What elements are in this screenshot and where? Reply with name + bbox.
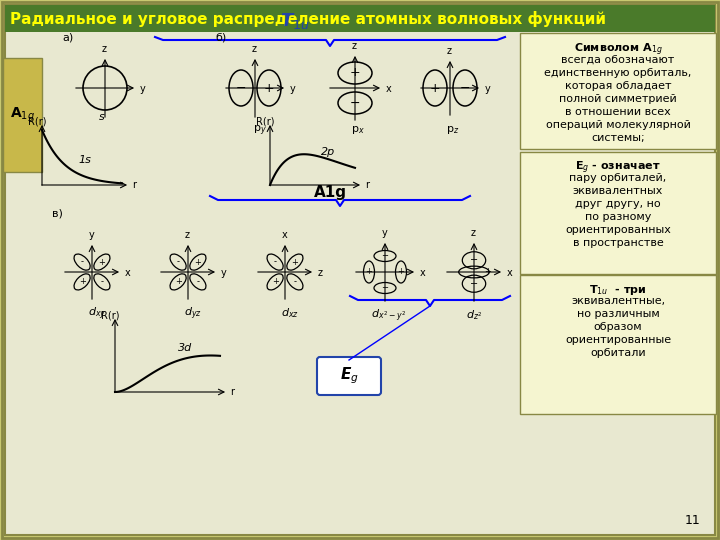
- Text: z: z: [447, 46, 452, 56]
- FancyBboxPatch shape: [317, 357, 381, 395]
- Text: Т$_{1u}$  - три: Т$_{1u}$ - три: [589, 283, 647, 297]
- Text: Радиальное и угловое распределение атомных волновых функций: Радиальное и угловое распределение атомн…: [10, 11, 606, 27]
- Text: −: −: [460, 82, 470, 94]
- Text: +: +: [350, 66, 360, 79]
- Text: -: -: [81, 258, 84, 267]
- Text: y: y: [290, 84, 296, 94]
- Text: 11: 11: [684, 514, 700, 527]
- FancyBboxPatch shape: [520, 152, 716, 274]
- Text: +: +: [292, 258, 298, 267]
- Text: в): в): [52, 209, 63, 219]
- Text: -: -: [100, 278, 104, 286]
- Text: y: y: [485, 84, 491, 94]
- Text: которая обладает: которая обладает: [564, 81, 671, 91]
- Text: ориентированные: ориентированные: [565, 335, 671, 345]
- Text: эквивалентные,: эквивалентные,: [571, 296, 665, 306]
- Text: орбитали: орбитали: [590, 348, 646, 358]
- Text: +: +: [175, 278, 181, 286]
- Text: z: z: [102, 44, 107, 54]
- Text: системы;: системы;: [591, 133, 645, 143]
- Text: эквивалентных: эквивалентных: [573, 186, 663, 196]
- Text: $d_{xz}$: $d_{xz}$: [281, 306, 299, 320]
- Text: r: r: [230, 387, 234, 397]
- Text: -: -: [176, 258, 179, 267]
- Text: единственную орбиталь,: единственную орбиталь,: [544, 68, 692, 78]
- Text: 2p: 2p: [321, 147, 336, 157]
- Text: 3d: 3d: [178, 343, 192, 353]
- Text: Е$_g$ - означает: Е$_g$ - означает: [575, 160, 661, 177]
- Text: +: +: [99, 258, 105, 267]
- Text: x: x: [420, 268, 426, 278]
- Text: б): б): [215, 33, 226, 43]
- Text: пару орбиталей,: пару орбиталей,: [570, 173, 667, 183]
- Text: −: −: [235, 82, 246, 94]
- Text: всегда обозначают: всегда обозначают: [562, 55, 675, 65]
- Text: x: x: [386, 84, 392, 94]
- Text: A$_{1g}$: A$_{1g}$: [9, 106, 35, 124]
- Text: z: z: [352, 41, 357, 51]
- Text: но различным: но различным: [577, 309, 660, 319]
- Text: y: y: [382, 228, 388, 238]
- Text: +: +: [78, 278, 86, 286]
- Text: T$_{1u}$: T$_{1u}$: [280, 11, 310, 31]
- Text: ориентированных: ориентированных: [565, 225, 671, 235]
- Text: r: r: [365, 180, 369, 190]
- Text: образом: образом: [594, 322, 642, 332]
- Text: R(r): R(r): [101, 311, 120, 321]
- Text: x: x: [125, 268, 131, 278]
- Text: $d_{yz}$: $d_{yz}$: [184, 306, 202, 322]
- Text: y: y: [221, 268, 227, 278]
- FancyBboxPatch shape: [520, 33, 716, 149]
- Text: −: −: [470, 255, 478, 265]
- Text: -: -: [293, 278, 297, 286]
- Text: а): а): [62, 33, 73, 43]
- Text: z: z: [318, 268, 323, 278]
- Text: операций молекулярной: операций молекулярной: [546, 120, 690, 130]
- Text: +: +: [430, 82, 441, 94]
- Text: $d_{x^2-y^2}$: $d_{x^2-y^2}$: [371, 307, 406, 324]
- Text: -: -: [274, 258, 276, 267]
- Text: s: s: [99, 112, 105, 122]
- Text: +: +: [366, 267, 372, 276]
- Text: в отношении всех: в отношении всех: [565, 107, 671, 117]
- Text: x: x: [282, 230, 288, 240]
- Text: p$_z$: p$_z$: [446, 124, 459, 136]
- Text: по разному: по разному: [585, 212, 651, 222]
- Text: +: +: [484, 267, 491, 276]
- Text: в пространстве: в пространстве: [572, 238, 663, 248]
- Text: -: -: [197, 278, 199, 286]
- Text: −: −: [382, 252, 389, 260]
- Text: y: y: [89, 230, 95, 240]
- Text: y: y: [140, 84, 145, 94]
- Text: R(r): R(r): [28, 117, 47, 127]
- Text: друг другу, но: друг другу, но: [575, 199, 661, 209]
- Text: p$_y$: p$_y$: [253, 124, 267, 138]
- Text: z: z: [471, 228, 476, 238]
- Text: Символом А$_{1g}$: Символом А$_{1g}$: [574, 42, 662, 58]
- FancyBboxPatch shape: [5, 5, 715, 535]
- Text: −: −: [382, 284, 389, 293]
- Text: +: +: [194, 258, 202, 267]
- FancyBboxPatch shape: [3, 58, 42, 172]
- Text: r: r: [132, 180, 136, 190]
- Text: R(r): R(r): [256, 117, 274, 127]
- FancyBboxPatch shape: [5, 5, 715, 32]
- FancyBboxPatch shape: [520, 275, 716, 414]
- Text: $d_{z^2}$: $d_{z^2}$: [466, 308, 482, 322]
- Text: −: −: [350, 97, 360, 110]
- Text: z: z: [185, 230, 190, 240]
- Text: +: +: [271, 278, 279, 286]
- Text: полной симметрией: полной симметрией: [559, 94, 677, 104]
- Text: $d_{xy}$: $d_{xy}$: [88, 306, 107, 322]
- Text: 1s: 1s: [78, 155, 91, 165]
- Text: p$_x$: p$_x$: [351, 124, 365, 136]
- Text: +: +: [264, 82, 274, 94]
- Text: z: z: [252, 44, 257, 54]
- Text: A1g: A1g: [313, 185, 346, 200]
- Text: −: −: [470, 279, 478, 289]
- Text: x: x: [507, 268, 513, 278]
- Text: +: +: [397, 267, 405, 276]
- Text: E$_g$: E$_g$: [340, 366, 359, 386]
